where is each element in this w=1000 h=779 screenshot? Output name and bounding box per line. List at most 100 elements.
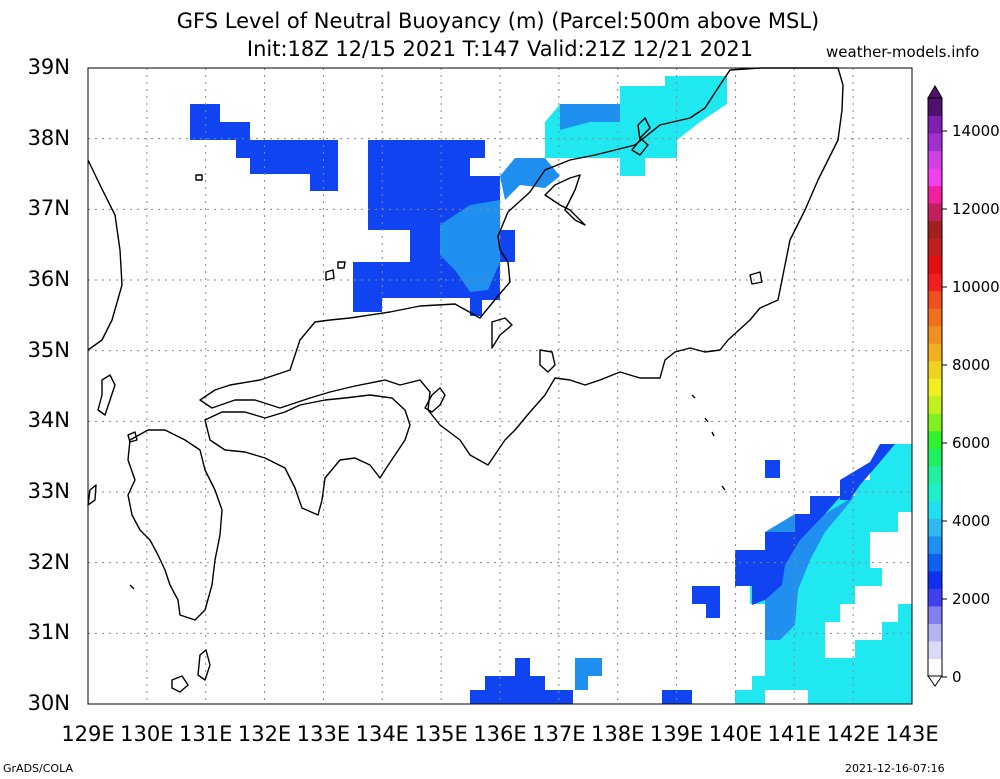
colorbar-label: 12000 bbox=[952, 200, 1000, 218]
colorbar-swatch bbox=[928, 395, 942, 414]
colorbar-swatch bbox=[928, 448, 942, 467]
coast-tanegashima bbox=[197, 649, 211, 681]
longitude-label: 135E bbox=[414, 722, 468, 746]
colorbar-swatch bbox=[928, 203, 942, 222]
colorbar-label: 6000 bbox=[952, 434, 991, 452]
lnb-field-mid-sea bbox=[500, 158, 560, 200]
longitude-label: 133E bbox=[296, 722, 351, 746]
colorbar-label: 0 bbox=[952, 668, 962, 686]
lnb-field-cell-33n-140e bbox=[765, 460, 780, 478]
colorbar bbox=[927, 85, 947, 687]
footer-credit: GrADS/COLA bbox=[3, 762, 73, 775]
graticule bbox=[88, 68, 912, 704]
colorbar-swatch bbox=[928, 640, 942, 659]
colorbar-swatch bbox=[928, 553, 942, 572]
colorbar-swatch bbox=[928, 518, 942, 537]
colorbar-swatch bbox=[928, 588, 942, 607]
map-title: GFS Level of Neutral Buoyancy (m) (Parce… bbox=[176, 9, 820, 33]
colorbar-swatch bbox=[928, 360, 942, 379]
coast-noto bbox=[544, 174, 586, 226]
colorbar-swatch bbox=[928, 378, 942, 397]
latitude-label: 36N bbox=[27, 267, 70, 291]
plot-frame bbox=[87, 67, 913, 705]
lnb-field-south-140e bbox=[735, 676, 765, 704]
colorbar-swatch bbox=[928, 238, 942, 257]
colorbar-swatch bbox=[928, 483, 942, 502]
coast-yakushima bbox=[171, 675, 189, 693]
longitude-label: 132E bbox=[237, 722, 292, 746]
lnb-field-sea-of-japan-west bbox=[190, 104, 338, 191]
colorbar-swatch bbox=[928, 343, 942, 362]
lnb-field-south-central bbox=[470, 658, 573, 704]
coast-shikoku bbox=[204, 394, 411, 516]
colorbar-swatch bbox=[928, 168, 942, 187]
latitude-label: 37N bbox=[27, 196, 70, 221]
coast-kii bbox=[424, 387, 446, 413]
latitude-label: 38N bbox=[27, 125, 70, 150]
lnb-field-south-137e bbox=[575, 658, 602, 690]
coast-oki bbox=[325, 269, 335, 281]
colorbar-swatch bbox=[928, 98, 942, 117]
colorbar-swatch bbox=[928, 185, 942, 204]
coast-oki2 bbox=[337, 261, 346, 269]
lnb-field-tohoku-high bbox=[545, 76, 727, 176]
coast-sado bbox=[631, 117, 651, 156]
longitude-label: 129E bbox=[61, 722, 115, 746]
coast-kyushu bbox=[127, 429, 223, 621]
coast-izu-isles bbox=[129, 394, 726, 590]
colorbar-swatch bbox=[928, 605, 942, 624]
longitude-label: 139E bbox=[649, 722, 704, 746]
lnb-field-tohoku-mid bbox=[560, 104, 620, 130]
colorbar-max-arrow bbox=[927, 85, 943, 99]
footer-timestamp: 2021-12-16-07:16 bbox=[845, 762, 945, 775]
coastline bbox=[87, 67, 844, 693]
colorbar-swatch bbox=[928, 535, 942, 554]
coast-awaji bbox=[491, 317, 513, 349]
colorbar-min-arrow bbox=[927, 675, 943, 687]
coast-iki bbox=[127, 431, 138, 443]
latitude-label: 39N bbox=[27, 55, 70, 79]
site-credit: weather-models.info bbox=[826, 43, 980, 61]
buoyancy-fill-layer bbox=[190, 76, 912, 704]
colorbar-swatch bbox=[928, 500, 942, 519]
coast-tsushima bbox=[97, 374, 116, 416]
longitude-label: 140E bbox=[708, 722, 763, 746]
lnb-field-noto-cyan bbox=[440, 200, 500, 292]
colorbar-swatch bbox=[928, 273, 942, 292]
colorbar-swatch bbox=[928, 658, 942, 677]
latitude-label: 30N bbox=[27, 691, 70, 715]
colorbar-swatch bbox=[928, 308, 942, 327]
longitude-label: 138E bbox=[591, 722, 645, 746]
lnb-field-pacific-high bbox=[750, 444, 912, 704]
colorbar-swatch bbox=[928, 465, 942, 484]
colorbar-swatch bbox=[928, 133, 942, 152]
colorbar-label: 10000 bbox=[952, 278, 1000, 296]
colorbar-swatch bbox=[928, 220, 942, 239]
coast-sadogashima-small bbox=[749, 271, 763, 285]
latitude-label: 33N bbox=[27, 479, 70, 503]
lnb-field-edge-strip bbox=[840, 444, 895, 500]
colorbar-swatch bbox=[928, 325, 942, 344]
colorbar-label: 14000 bbox=[952, 122, 1000, 140]
coast-korea bbox=[87, 159, 123, 351]
colorbar-label: 4000 bbox=[952, 512, 991, 530]
longitude-label: 130E bbox=[120, 722, 174, 746]
longitude-label: 143E bbox=[885, 722, 939, 746]
colorbar-swatch bbox=[928, 623, 942, 642]
colorbar-label: 8000 bbox=[952, 356, 991, 374]
latitude-label: 34N bbox=[27, 408, 70, 433]
latitude-label: 31N bbox=[27, 620, 70, 645]
coast-goto bbox=[87, 484, 97, 506]
longitude-label: 131E bbox=[179, 722, 233, 746]
coast-izu bbox=[539, 349, 556, 373]
colorbar-swatch bbox=[928, 413, 942, 432]
map-subtitle: Init:18Z 12/15 2021 T:147 Valid:21Z 12/2… bbox=[246, 37, 754, 61]
colorbar-swatch bbox=[928, 430, 942, 449]
coast-honshu bbox=[199, 67, 844, 466]
colorbar-swatch bbox=[928, 150, 942, 169]
longitude-label: 141E bbox=[767, 722, 821, 746]
colorbar-label: 2000 bbox=[952, 590, 991, 608]
lnb-field-south-139e bbox=[662, 690, 692, 704]
colorbar-swatch bbox=[928, 570, 942, 589]
